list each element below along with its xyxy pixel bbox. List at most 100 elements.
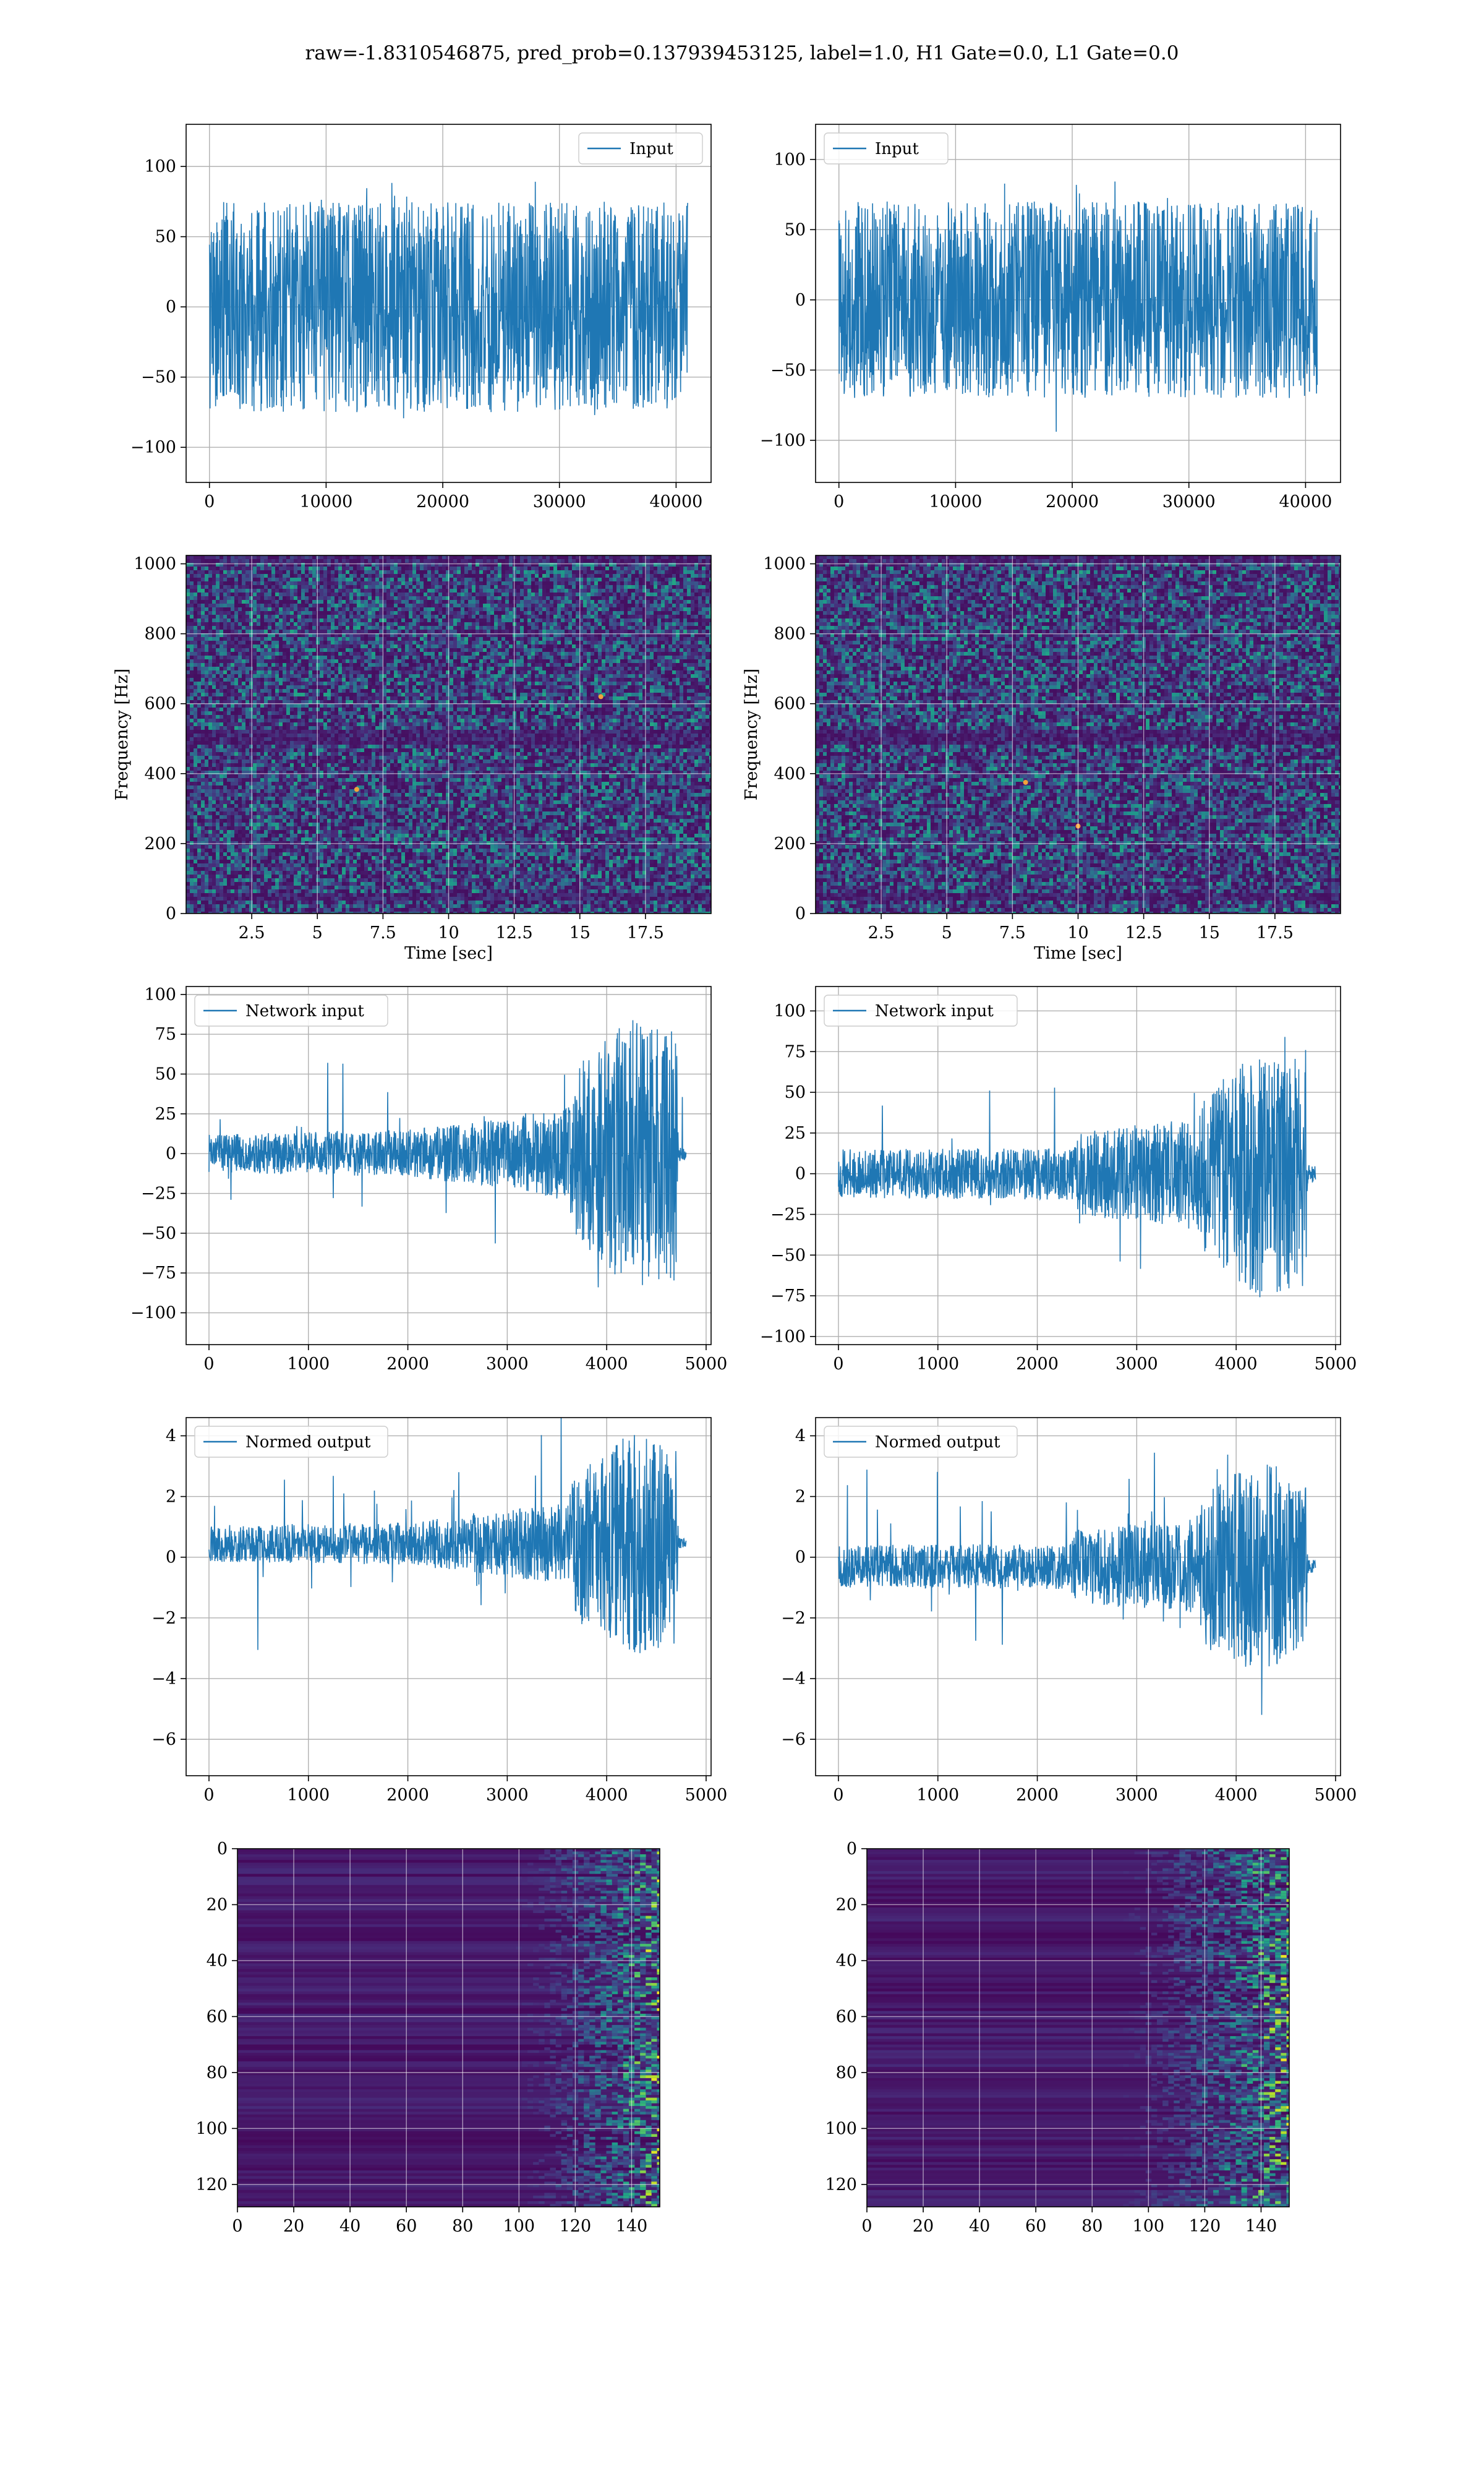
plot-area [816, 987, 1341, 1345]
y-tick-label: 600 [774, 695, 806, 714]
y-tick-label: 25 [785, 1124, 806, 1143]
y-tick-label: 80 [207, 2063, 228, 2082]
x-tick-label: 12.5 [1125, 923, 1162, 943]
x-tick-label: 80 [452, 2217, 473, 2236]
legend-label: Network input [875, 1002, 994, 1021]
y-tick-label: −75 [770, 1286, 806, 1306]
plot-area [186, 124, 711, 482]
input-waveform-plot-right: 0 10000 20000 30000 40000 −100 −50 0 50 100 Input [760, 124, 1341, 511]
x-tick-label: 10 [438, 923, 459, 943]
legend-box [824, 132, 949, 165]
y-tick-label: −6 [781, 1730, 806, 1749]
y-tick-label: 0 [795, 1165, 806, 1184]
y-tick-label: −4 [781, 1669, 806, 1689]
normed-output-plot-left: 0 1000 2000 3000 4000 5000 −6 −4 −2 0 2 4 Normed out… [151, 1417, 727, 1805]
x-tick-label: 0 [203, 1355, 214, 1374]
axes-frame [186, 986, 712, 1345]
x-tick-label: 30000 [533, 492, 586, 511]
normed-output-plot-right: 0 1000 2000 3000 4000 5000 −6 −4 −2 0 2 4 Normed out… [781, 1417, 1357, 1805]
figure-title: raw=-1.8310546875, pred_prob=0.137939453… [0, 42, 1484, 64]
series-line [208, 181, 688, 419]
y-tick-label: −50 [770, 361, 806, 380]
y-tick-label: 800 [144, 625, 176, 644]
spectrogram-plot-right: 2.5 5 7.5 10 12.5 15 17.5 0 200 400 600 800 1000 Time… [742, 555, 1341, 963]
x-tick-label: 40 [339, 2217, 360, 2236]
y-tick-label: −25 [141, 1184, 176, 1204]
legend-label: Normed output [245, 1433, 371, 1452]
plot-area [186, 555, 711, 914]
y-tick-label: −2 [781, 1609, 806, 1628]
axes-frame [186, 124, 712, 483]
y-tick-label: 60 [836, 2007, 857, 2026]
y-tick-label: 0 [217, 1839, 228, 1859]
legend: Normed output [194, 1426, 388, 1458]
plot-area [186, 987, 711, 1345]
axes-frame [815, 124, 1341, 483]
plot-area [816, 555, 1341, 914]
x-tick-label: 40000 [649, 492, 702, 511]
y-tick-label: −25 [770, 1205, 806, 1224]
legend: Input [578, 132, 703, 165]
y-tick-label: 40 [207, 1951, 228, 1971]
y-tick-label: 800 [774, 625, 806, 644]
y-tick-label: 100 [825, 2119, 857, 2138]
y-tick-label: 50 [155, 1065, 176, 1084]
x-tick-label: 3000 [1115, 1786, 1158, 1805]
y-tick-label: 2 [795, 1487, 806, 1507]
y-tick-label: 0 [795, 904, 806, 923]
spectrogram-plot-left: 2.5 5 7.5 10 12.5 15 17.5 0 200 400 600 800 1000 Time… [113, 555, 712, 963]
legend-label: Input [629, 140, 673, 158]
x-axis-label: Time [sec] [404, 944, 493, 963]
series-line [838, 181, 1318, 432]
y-tick-label: 1000 [134, 555, 176, 574]
x-tick-label: 17.5 [1256, 923, 1294, 943]
legend-box [194, 995, 388, 1027]
x-tick-label: 5000 [685, 1786, 728, 1805]
legend-label: Network input [245, 1002, 364, 1021]
y-axis-label: Frequency [Hz] [742, 669, 761, 800]
plot-background [186, 1418, 711, 1776]
y-tick-label: 1000 [763, 555, 806, 574]
x-tick-label: 1000 [287, 1355, 330, 1374]
y-tick-label: 0 [166, 904, 176, 923]
x-tick-label: 20000 [1046, 492, 1099, 511]
y-tick-label: 0 [795, 291, 806, 310]
y-tick-label: 80 [836, 2063, 857, 2082]
x-tick-label: 5000 [685, 1355, 728, 1374]
x-tick-label: 4000 [586, 1355, 628, 1374]
y-tick-label: −100 [130, 438, 176, 457]
x-tick-label: 20 [913, 2217, 934, 2236]
y-tick-label: −100 [760, 1327, 806, 1346]
x-tick-label: 2.5 [868, 923, 895, 943]
x-tick-label: 12.5 [496, 923, 533, 943]
axes-frame [866, 1848, 1290, 2207]
legend-label: Normed output [875, 1433, 1000, 1452]
legend-box [578, 132, 703, 165]
series-line [208, 1020, 687, 1288]
legend: Network input [824, 995, 1018, 1027]
y-tick-label: −75 [141, 1264, 176, 1283]
spectrogram-hot-spot [354, 787, 359, 792]
x-tick-label: 1000 [287, 1786, 330, 1805]
y-tick-label: 75 [155, 1025, 176, 1044]
y-tick-label: 20 [836, 1895, 857, 1914]
y-tick-label: 75 [785, 1042, 806, 1061]
y-axis-label: Frequency [Hz] [113, 669, 132, 800]
legend: Normed output [824, 1426, 1018, 1458]
x-tick-label: 140 [616, 2217, 648, 2236]
y-tick-label: −50 [770, 1246, 806, 1265]
plot-area [867, 1849, 1289, 2207]
x-tick-label: 30000 [1162, 492, 1216, 511]
y-tick-label: 60 [207, 2007, 228, 2026]
x-tick-label: 15 [1199, 923, 1220, 943]
x-tick-label: 2000 [386, 1786, 429, 1805]
spectrogram-hot-spot [1023, 779, 1028, 785]
y-tick-label: 100 [774, 1001, 806, 1021]
x-tick-label: 0 [203, 1786, 214, 1805]
y-tick-label: 4 [795, 1426, 806, 1445]
feature-map-plot-left: 0 20 40 60 80 100 120 140 0 20 40 60 80 100 120 [195, 1839, 660, 2236]
axes-frame [815, 1417, 1341, 1776]
feature-map-plot-right: 0 20 40 60 80 100 120 140 0 20 40 60 80 100 120 [825, 1839, 1290, 2236]
y-tick-label: 100 [774, 150, 806, 169]
y-tick-label: −50 [141, 368, 176, 387]
